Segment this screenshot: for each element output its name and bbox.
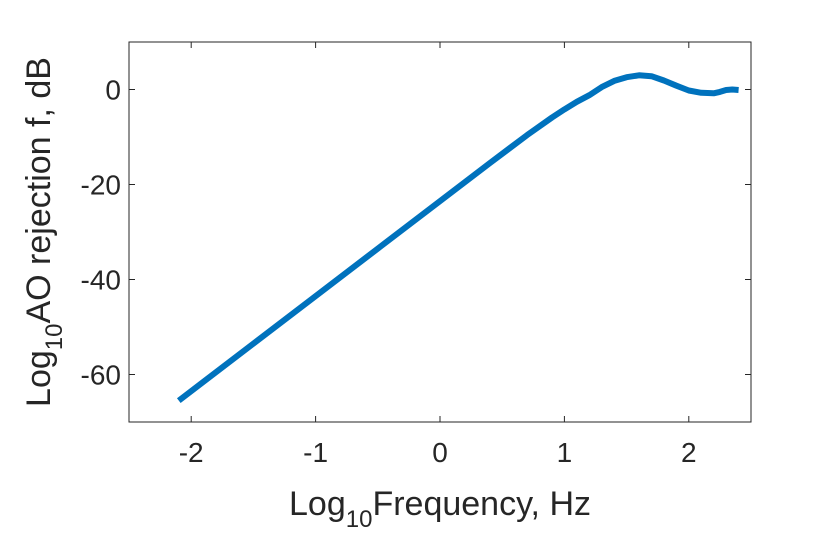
x-axis-label: Log10Frequency, Hz — [289, 485, 591, 533]
y-axis-label: Log10AO rejection f, dB — [20, 57, 68, 407]
y-tick-label: -40 — [81, 265, 121, 296]
x-tick-label: 1 — [557, 437, 573, 468]
x-tick-label: -1 — [303, 437, 328, 468]
x-axis-label-subscript: 10 — [346, 506, 373, 533]
y-tick-label: -60 — [81, 360, 121, 391]
x-tick-label: -2 — [179, 437, 204, 468]
y-axis-label-rest: AO rejection f, dB — [20, 57, 58, 323]
x-axis-ticks: -2 -1 0 1 2 — [179, 42, 697, 468]
y-tick-label: 0 — [105, 75, 121, 106]
x-tick-label: 2 — [681, 437, 697, 468]
x-axis-label-base: Log — [289, 485, 346, 523]
x-tick-label: 0 — [432, 437, 448, 468]
y-axis-ticks: -60 -40 -20 0 — [81, 75, 751, 391]
y-axis-label-subscript: 10 — [41, 324, 68, 351]
y-tick-label: -20 — [81, 170, 121, 201]
x-axis-label-rest: Frequency, Hz — [372, 485, 591, 523]
series-line — [176, 72, 739, 403]
y-axis-label-base: Log — [20, 350, 58, 407]
